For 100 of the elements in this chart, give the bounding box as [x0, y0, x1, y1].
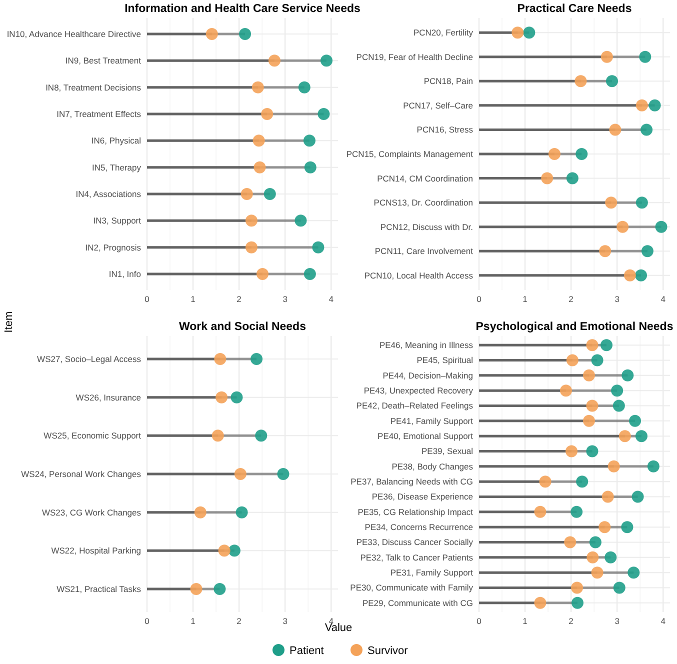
point	[255, 430, 268, 442]
point	[586, 551, 599, 564]
x-tick-label: 1	[522, 616, 528, 626]
y-tick-label: WS25, Economic Support	[44, 430, 142, 441]
point	[612, 400, 625, 412]
point	[632, 490, 644, 503]
point	[635, 430, 648, 442]
x-tick-label: 3	[282, 294, 288, 304]
y-tick-label: PE43, Unexpected Recovery	[364, 386, 474, 396]
y-tick-label: WS21, Practical Tasks	[56, 584, 141, 594]
point	[600, 339, 612, 352]
point	[294, 214, 307, 227]
point	[303, 134, 316, 147]
legend-label: Patient	[290, 644, 324, 657]
point	[312, 241, 324, 254]
point	[586, 400, 598, 412]
x-tick-label: 1	[522, 294, 528, 304]
point	[576, 476, 588, 488]
point	[604, 551, 617, 564]
y-tick-label: IN5, Therapy	[92, 162, 142, 172]
point	[613, 582, 626, 594]
point	[512, 26, 524, 39]
point	[252, 134, 265, 147]
point	[245, 214, 258, 227]
y-tick-label: WS22, Hospital Parking	[51, 546, 142, 556]
x-tick-label: 4	[328, 294, 334, 304]
point	[583, 369, 595, 382]
point	[194, 506, 206, 518]
point	[534, 506, 546, 518]
y-tick-label: PE42, Death–Related Feelings	[356, 400, 473, 411]
point	[624, 269, 636, 282]
y-tick-label: PE44, Decision–Making	[382, 370, 474, 380]
x-tick-label: 2	[236, 294, 242, 304]
chart-title: Psychological and Emotional Needs	[476, 321, 674, 333]
y-tick-label: PCN12, Discuss with Dr.	[380, 222, 473, 232]
y-tick-label: PE37, Balancing Needs with CG	[350, 476, 473, 487]
y-tick-label: IN2, Prognosis	[85, 242, 141, 252]
y-tick-label: PCN19, Fear of Health Decline	[356, 52, 474, 62]
point	[252, 81, 264, 94]
y-tick-label: PE32, Talk to Cancer Patients	[360, 552, 473, 562]
point	[548, 148, 560, 160]
y-tick-label: PCN10, Local Health Access	[364, 270, 473, 280]
point	[655, 220, 668, 233]
x-tick-label: 4	[660, 616, 666, 626]
point	[304, 268, 316, 280]
y-tick-label: PE38, Body Changes	[392, 461, 473, 472]
point	[541, 172, 554, 184]
point	[606, 75, 618, 88]
point	[571, 582, 584, 594]
y-tick-label: PE35, CG Relationship Impact	[358, 506, 474, 517]
point	[629, 414, 642, 427]
y-tick-label: PCN14, CM Coordination	[377, 173, 474, 184]
chart-title: Work and Social Needs	[179, 321, 306, 333]
point	[647, 460, 660, 472]
point	[621, 521, 634, 534]
y-tick-label: IN1, Info	[108, 268, 142, 279]
point	[256, 268, 269, 280]
y-tick-label: IN3, Support	[93, 216, 142, 226]
point	[216, 391, 228, 404]
point	[239, 28, 252, 40]
point	[214, 353, 226, 365]
point	[214, 583, 226, 595]
x-tick-label: 0	[476, 294, 482, 304]
y-tick-label: PE41, Family Support	[390, 416, 474, 426]
point	[539, 476, 552, 488]
y-tick-label: PCN15, Complaints Management	[346, 148, 474, 159]
x-tick-label: 0	[144, 616, 150, 626]
point	[264, 188, 276, 200]
point	[236, 506, 248, 518]
y-tick-label: WS26, Insurance	[76, 392, 142, 402]
point	[250, 353, 263, 365]
point	[639, 50, 652, 63]
legend-label: Survivor	[368, 644, 408, 657]
point	[245, 241, 258, 254]
point	[298, 81, 310, 94]
point	[564, 536, 576, 548]
y-tick-label: PE30, Communicate with Family	[350, 582, 474, 593]
point	[566, 172, 578, 184]
y-tick-label: PCN11, Care Involvement	[374, 246, 474, 256]
y-tick-label: PE36, Disease Experience	[372, 492, 474, 502]
point	[570, 506, 583, 518]
point	[599, 245, 612, 258]
point	[566, 445, 578, 458]
point	[586, 445, 598, 458]
point	[523, 26, 536, 39]
point	[234, 468, 246, 480]
point	[636, 99, 648, 112]
y-tick-label: PE34, Concerns Recurrence	[364, 522, 474, 532]
y-tick-label: PE46, Meaning in Illness	[379, 340, 473, 350]
x-tick-label: 1	[190, 294, 196, 304]
x-tick-label: 2	[568, 294, 574, 304]
y-tick-label: WS23, CG Work Changes	[42, 507, 141, 518]
point	[261, 108, 274, 120]
point	[240, 188, 253, 200]
x-tick-label: 0	[144, 294, 150, 304]
point	[254, 161, 266, 174]
y-tick-label: PE33, Discuss Cancer Socially	[356, 537, 474, 548]
point	[598, 521, 611, 534]
point	[628, 566, 640, 579]
y-tick-label: WS24, Personal Work Changes	[21, 468, 141, 479]
